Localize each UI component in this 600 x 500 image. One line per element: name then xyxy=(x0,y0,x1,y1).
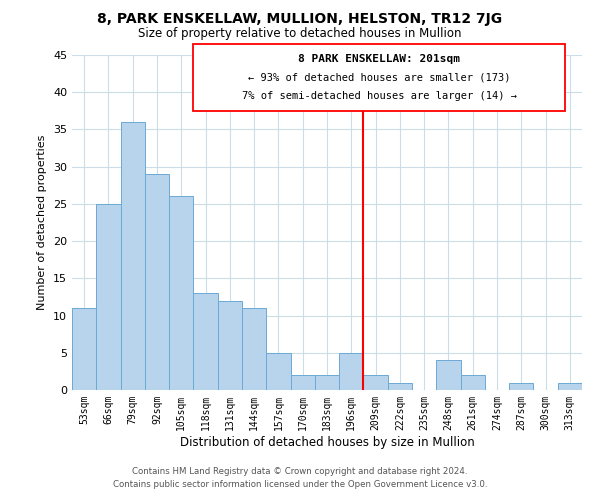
Bar xyxy=(193,293,218,390)
Text: Size of property relative to detached houses in Mullion: Size of property relative to detached ho… xyxy=(138,28,462,40)
Bar xyxy=(169,196,193,390)
Bar xyxy=(242,308,266,390)
Bar xyxy=(290,375,315,390)
Text: 8, PARK ENSKELLAW, MULLION, HELSTON, TR12 7JG: 8, PARK ENSKELLAW, MULLION, HELSTON, TR1… xyxy=(97,12,503,26)
Text: 7% of semi-detached houses are larger (14) →: 7% of semi-detached houses are larger (1… xyxy=(242,91,517,101)
Bar xyxy=(96,204,121,390)
Bar xyxy=(121,122,145,390)
Y-axis label: Number of detached properties: Number of detached properties xyxy=(37,135,47,310)
Bar xyxy=(72,308,96,390)
Bar xyxy=(339,353,364,390)
FancyBboxPatch shape xyxy=(193,44,565,111)
Bar xyxy=(461,375,485,390)
Bar xyxy=(315,375,339,390)
Bar xyxy=(218,300,242,390)
Bar xyxy=(388,382,412,390)
Text: ← 93% of detached houses are smaller (173): ← 93% of detached houses are smaller (17… xyxy=(248,72,511,83)
Bar xyxy=(145,174,169,390)
Bar xyxy=(558,382,582,390)
Bar xyxy=(266,353,290,390)
Bar xyxy=(509,382,533,390)
Bar xyxy=(364,375,388,390)
Text: 8 PARK ENSKELLAW: 201sqm: 8 PARK ENSKELLAW: 201sqm xyxy=(298,54,460,64)
X-axis label: Distribution of detached houses by size in Mullion: Distribution of detached houses by size … xyxy=(179,436,475,448)
Bar xyxy=(436,360,461,390)
Text: Contains HM Land Registry data © Crown copyright and database right 2024.
Contai: Contains HM Land Registry data © Crown c… xyxy=(113,468,487,489)
